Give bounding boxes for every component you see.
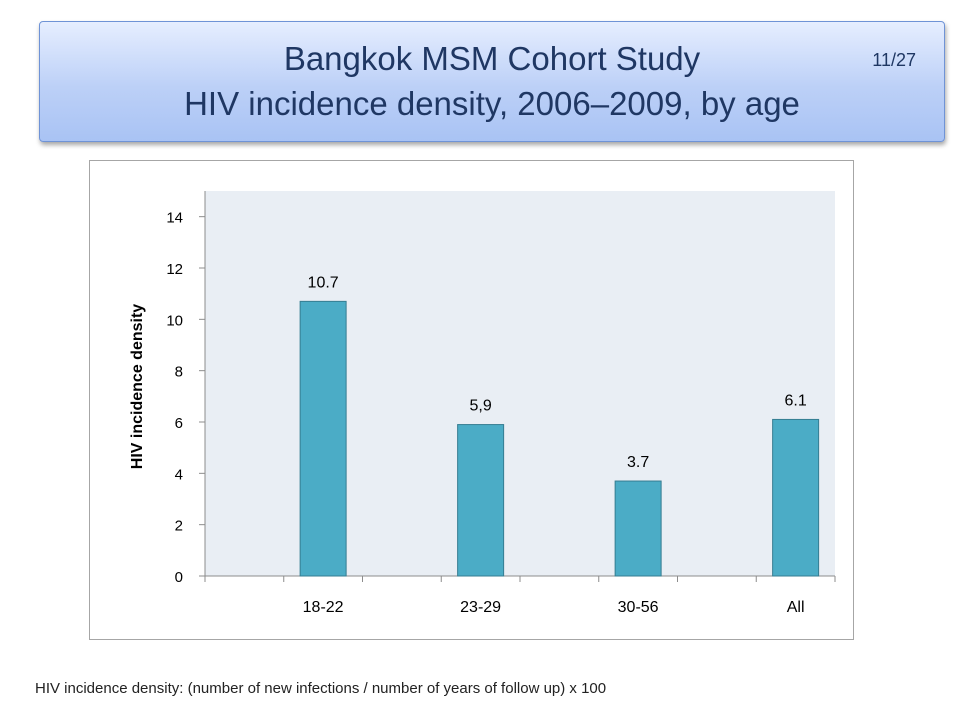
- y-tick-label: 12: [166, 261, 183, 278]
- y-tick-label: 8: [175, 364, 183, 381]
- plot-area: [205, 191, 835, 576]
- y-tick-label: 4: [175, 466, 183, 483]
- y-tick-label: 0: [175, 569, 183, 586]
- y-tick-label: 2: [175, 518, 183, 535]
- bar: [299, 300, 347, 577]
- category-label: 23-29: [460, 599, 501, 616]
- bar-chart: 0 2 4 6 8 10 12 14 10.7 18-22 5,9 23-29 3.7 30-56 6.1 A…: [129, 191, 836, 616]
- category-label: All: [787, 599, 805, 616]
- title-banner: Bangkok MSM Cohort Study HIV incidence d…: [39, 21, 945, 142]
- data-label: 10.7: [308, 274, 339, 291]
- bar: [614, 480, 662, 577]
- y-axis-label: HIV incidence density: [129, 304, 146, 469]
- footnote: HIV incidence density: (number of new in…: [35, 680, 607, 697]
- slide-title: Bangkok MSM Cohort Study: [283, 40, 701, 77]
- bar: [457, 424, 505, 577]
- bar: [772, 418, 820, 577]
- y-tick-label: 10: [166, 312, 183, 329]
- category-label: 18-22: [303, 599, 344, 616]
- data-label: 3.7: [627, 454, 649, 471]
- data-label: 6.1: [785, 392, 807, 409]
- data-label: 5,9: [470, 398, 492, 415]
- y-tick-label: 6: [175, 415, 183, 432]
- chart-frame: 0 2 4 6 8 10 12 14 10.7 18-22 5,9 23-29 3.7 30-56 6.1 A…: [89, 160, 854, 640]
- category-label: 30-56: [618, 599, 659, 616]
- page-number: 11/27: [872, 50, 916, 70]
- y-tick-label: 14: [166, 210, 183, 227]
- slide-subtitle: HIV incidence density, 2006–2009, by age: [184, 85, 800, 122]
